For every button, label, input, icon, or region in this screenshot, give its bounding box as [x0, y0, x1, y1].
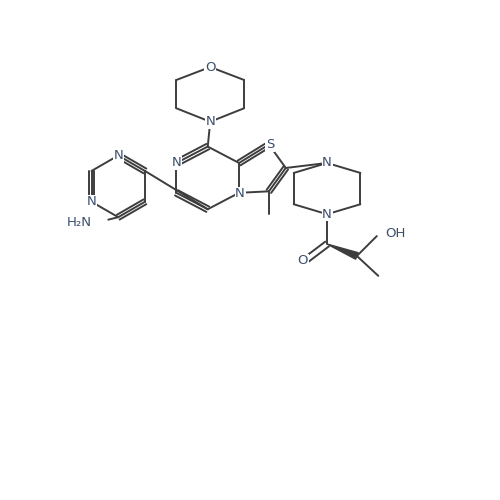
Text: H₂N: H₂N	[67, 216, 92, 228]
Text: N: N	[322, 208, 332, 220]
Text: S: S	[266, 138, 274, 151]
Text: N: N	[86, 196, 97, 208]
Text: OH: OH	[386, 227, 406, 240]
Text: N: N	[114, 149, 123, 162]
Text: N: N	[322, 156, 332, 170]
Text: N: N	[172, 156, 181, 170]
Text: O: O	[298, 254, 308, 268]
Polygon shape	[327, 244, 358, 259]
Text: N: N	[235, 188, 245, 200]
Text: O: O	[205, 60, 216, 74]
Text: N: N	[206, 115, 215, 128]
